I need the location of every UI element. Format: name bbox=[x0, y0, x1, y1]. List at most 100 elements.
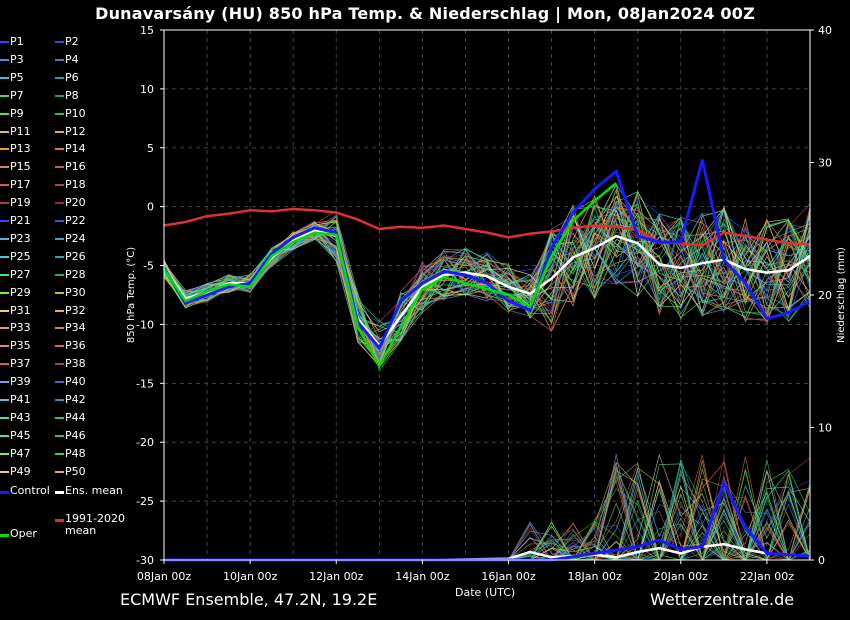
legend-label: P3 bbox=[10, 52, 24, 66]
chart-legend: P1 P2 P3 P4 P5 P6 P7 P8 P9 P10 P11 P12 P13 P14 P15 P16 P… bbox=[0, 34, 140, 554]
legend-item-p41: P41 bbox=[0, 393, 31, 407]
y-tick-label-3: 0 bbox=[147, 201, 154, 214]
legend-swatch bbox=[0, 399, 9, 401]
y-tick-label-8: -25 bbox=[136, 495, 154, 508]
legend-label: P10 bbox=[65, 106, 86, 120]
legend-label: P6 bbox=[65, 70, 79, 84]
legend-item-p20: P20 bbox=[55, 196, 86, 210]
legend-item-p23: P23 bbox=[0, 232, 31, 246]
legend-swatch bbox=[0, 94, 9, 97]
legend-item-p13: P13 bbox=[0, 142, 31, 156]
legend-item-p32: P32 bbox=[55, 304, 86, 318]
legend-item-p10: P10 bbox=[55, 107, 86, 121]
legend-swatch bbox=[55, 237, 64, 240]
legend-swatch bbox=[0, 345, 9, 348]
legend-swatch bbox=[55, 58, 64, 61]
legend-label: P47 bbox=[10, 446, 31, 460]
legend-label: P42 bbox=[65, 393, 86, 406]
legend-label: P9 bbox=[10, 106, 24, 120]
legend-item-p47: P47 bbox=[0, 447, 31, 461]
legend-swatch bbox=[0, 58, 9, 61]
hires-series bbox=[162, 159, 811, 562]
legend-item-p19: P19 bbox=[0, 196, 31, 210]
legend-item-p5: P5 bbox=[0, 71, 24, 85]
legend-item-p49: P49 bbox=[0, 465, 31, 479]
legend-swatch bbox=[55, 309, 64, 312]
legend-swatch bbox=[55, 255, 64, 258]
y-tick-label-6: -15 bbox=[136, 377, 154, 390]
legend-label: P5 bbox=[10, 70, 24, 84]
y-axis-label-left: 850 hPa Temp. (°C) bbox=[126, 247, 137, 343]
legend-item-p7: P7 bbox=[0, 89, 24, 103]
legend-swatch bbox=[0, 130, 9, 133]
yr-tick-label-1: 30 bbox=[818, 157, 832, 170]
legend-swatch bbox=[55, 399, 64, 401]
legend-label: P28 bbox=[65, 267, 86, 281]
legend-item-p43: P43 bbox=[0, 411, 31, 425]
legend-item-p17: P17 bbox=[0, 178, 31, 192]
x-axis-label: Date (UTC) bbox=[455, 586, 516, 599]
member-temp-50 bbox=[163, 192, 811, 366]
legend-swatch bbox=[0, 237, 9, 240]
legend-item-p14: P14 bbox=[55, 142, 86, 156]
chart-title: Dunavarsány (HU) 850 hPa Temp. & Nieders… bbox=[95, 4, 755, 23]
legend-swatch bbox=[55, 416, 64, 419]
legend-item-p28: P28 bbox=[55, 268, 86, 282]
legend-label: P27 bbox=[10, 267, 31, 281]
legend-item-p36: P36 bbox=[55, 339, 86, 353]
legend-swatch bbox=[0, 148, 9, 151]
member-temp-22 bbox=[163, 199, 811, 359]
legend-label: P46 bbox=[65, 428, 86, 442]
tick-labels: 15 10 5 0 -5 -10 -15 -20 -25 -30 40 30 20 10 0 08Jan 00… bbox=[126, 24, 847, 583]
member-temp-40 bbox=[163, 213, 811, 357]
legend-label: P17 bbox=[10, 178, 31, 192]
legend-label: P45 bbox=[10, 428, 31, 442]
legend-swatch bbox=[0, 166, 9, 169]
legend-swatch bbox=[55, 291, 64, 294]
legend-swatch bbox=[55, 41, 64, 43]
legend-swatch bbox=[0, 327, 9, 330]
legend-swatch bbox=[0, 470, 9, 473]
legend-swatch bbox=[55, 363, 64, 366]
climatology-series bbox=[163, 207, 811, 247]
legend-swatch bbox=[0, 416, 9, 419]
y-tick-label-7: -20 bbox=[136, 436, 154, 449]
x-tick-label-2: 12Jan 00z bbox=[309, 570, 363, 583]
y-tick-label-4: -5 bbox=[143, 260, 154, 273]
legend-swatch bbox=[55, 345, 64, 348]
legend-item-p31: P31 bbox=[0, 304, 31, 318]
legend-label: P37 bbox=[10, 357, 31, 371]
legend-item-p40: P40 bbox=[55, 375, 86, 389]
legend-label: Ens. mean bbox=[65, 484, 123, 497]
legend-swatch bbox=[55, 490, 64, 494]
legend-swatch bbox=[0, 255, 9, 258]
x-tick-label-0: 08Jan 00z bbox=[137, 570, 191, 583]
y-tick-label-0: 15 bbox=[140, 24, 154, 37]
legend-item-p4: P4 bbox=[55, 53, 79, 67]
legend-swatch bbox=[0, 76, 9, 79]
legend-label: P21 bbox=[10, 214, 31, 227]
legend-item-p11: P11 bbox=[0, 125, 31, 139]
legend-item-p34: P34 bbox=[55, 321, 86, 335]
operational-series bbox=[162, 182, 617, 369]
legend-swatch bbox=[55, 434, 64, 437]
legend-item-p12: P12 bbox=[55, 125, 86, 139]
legend-swatch bbox=[55, 166, 64, 169]
legend-item-p6: P6 bbox=[55, 71, 79, 85]
legend-swatch bbox=[55, 130, 64, 133]
legend-swatch bbox=[55, 518, 64, 522]
legend-label: P33 bbox=[10, 321, 31, 335]
legend-item-p42: P42 bbox=[55, 393, 86, 407]
legend-item-p29: P29 bbox=[0, 286, 31, 300]
legend-swatch bbox=[0, 291, 9, 294]
legend-label: P29 bbox=[10, 285, 31, 299]
legend-item-p27: P27 bbox=[0, 268, 31, 282]
legend-item-p16: P16 bbox=[55, 160, 86, 174]
legend-item-p24: P24 bbox=[55, 232, 86, 246]
legend-label: P40 bbox=[65, 375, 86, 389]
legend-item-p33: P33 bbox=[0, 321, 31, 335]
legend-swatch bbox=[55, 184, 64, 187]
legend-swatch bbox=[0, 273, 9, 276]
legend-swatch bbox=[55, 220, 64, 222]
